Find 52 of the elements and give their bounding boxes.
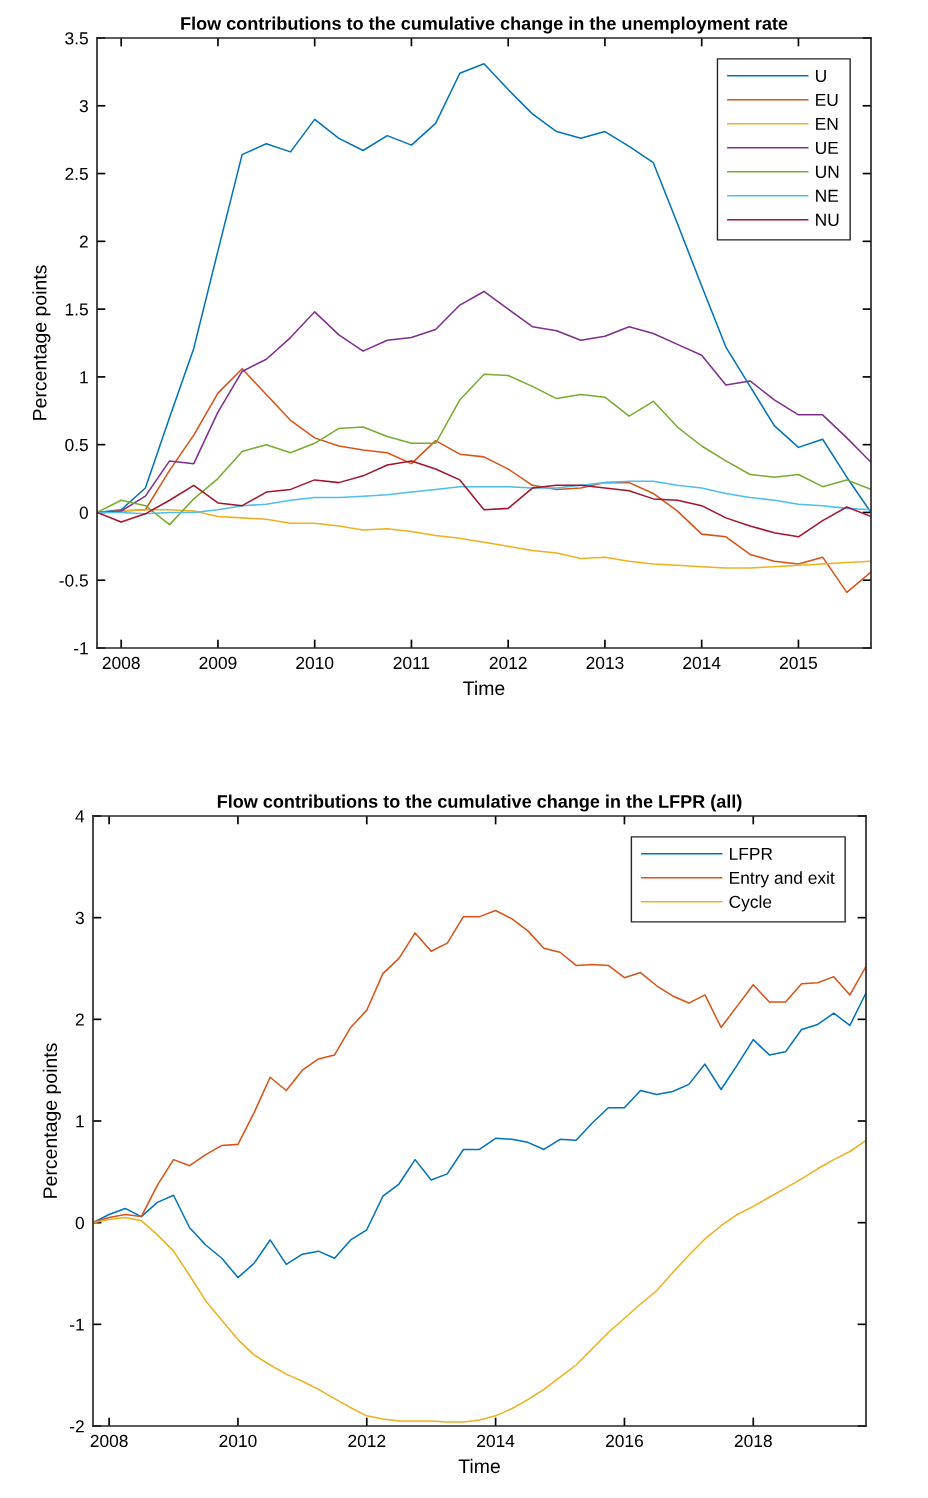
x-tick-label: 2014 xyxy=(477,1434,515,1448)
legend-label: Entry and exit xyxy=(730,871,835,888)
line-series xyxy=(93,992,866,1279)
y-tick-label: 3 xyxy=(79,99,88,113)
x-tick-label: 2018 xyxy=(734,1434,772,1448)
y-tick-label: 0 xyxy=(75,1216,84,1230)
y-tick-label: -2 xyxy=(70,1420,84,1433)
x-tick-label: 2016 xyxy=(606,1434,643,1448)
x-tick-label: 2010 xyxy=(296,656,334,670)
y-tick-label: 2 xyxy=(75,1013,84,1026)
y-axis-title: Percentage points xyxy=(42,1043,61,1198)
legend-label: U xyxy=(816,69,826,82)
legend-label: Cycle xyxy=(729,895,772,912)
line-series xyxy=(93,1139,866,1423)
x-tick-label: 2012 xyxy=(348,1434,386,1448)
legend-label: EN xyxy=(816,117,838,130)
x-tick-label: 2008 xyxy=(90,1434,128,1448)
y-tick-label: -1 xyxy=(70,1318,84,1331)
y-tick-label: 0.5 xyxy=(65,438,88,452)
y-tick-label: 0 xyxy=(79,506,88,519)
line-series xyxy=(97,460,871,538)
legend-label: UE xyxy=(816,141,839,154)
chart-title: Flow contributions to the cumulative change in the unemployment rate xyxy=(181,16,788,34)
y-axis-title: Percentage points xyxy=(32,265,51,420)
x-tick-label: 2012 xyxy=(489,656,527,670)
y-tick-label: 4 xyxy=(75,810,85,823)
x-tick-label: 2010 xyxy=(219,1434,257,1448)
y-tick-label: 1 xyxy=(76,1115,84,1128)
y-tick-label: 3.5 xyxy=(65,32,88,45)
x-axis-title: Time xyxy=(458,1458,500,1474)
legend-label: LFPR xyxy=(730,847,773,860)
x-tick-label: 2014 xyxy=(683,656,721,670)
x-tick-label: 2008 xyxy=(102,656,140,670)
line-series xyxy=(97,480,871,515)
y-tick-label: 1.5 xyxy=(65,303,88,316)
chart-title: Flow contributions to the cumulative change in the LFPR (all) xyxy=(217,794,742,812)
y-tick-label: 1 xyxy=(80,371,88,384)
x-tick-label: 2015 xyxy=(780,656,818,670)
y-tick-label: -1 xyxy=(74,642,88,655)
legend-label: EU xyxy=(816,93,838,106)
legend-label: UN xyxy=(816,165,839,178)
x-tick-label: 2013 xyxy=(586,656,624,670)
y-tick-label: 2 xyxy=(79,235,88,248)
y-tick-label: 3 xyxy=(75,911,84,925)
legend-label: NU xyxy=(816,213,839,226)
legend-label: NE xyxy=(816,189,839,202)
x-tick-label: 2009 xyxy=(199,656,237,670)
y-tick-label: -0.5 xyxy=(59,574,88,587)
y-tick-label: 2.5 xyxy=(65,167,88,181)
line-series xyxy=(97,373,871,526)
x-tick-label: 2011 xyxy=(393,656,430,670)
x-axis-title: Time xyxy=(463,680,505,696)
